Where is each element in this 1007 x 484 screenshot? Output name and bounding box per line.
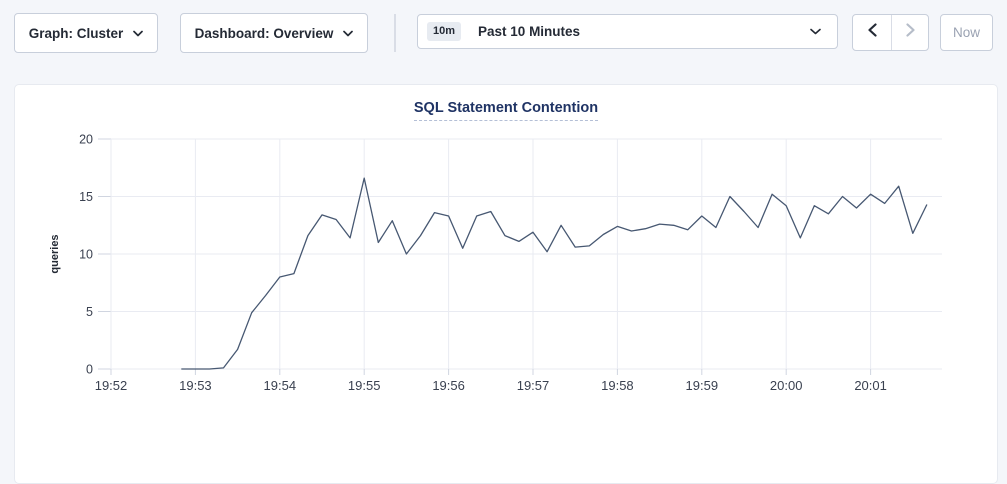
dashboard-dropdown[interactable]: Dashboard: Overview	[180, 13, 368, 53]
chevron-left-icon	[868, 23, 877, 42]
x-tick-label: 19:54	[264, 378, 297, 393]
page: { "toolbar": { "graph_dropdown": { "labe…	[14, 13, 998, 484]
chart-title[interactable]: SQL Statement Contention	[413, 100, 599, 121]
x-tick-label: 20:00	[770, 378, 803, 393]
time-range-selector[interactable]: 10m Past 10 Minutes	[417, 14, 838, 49]
toolbar-divider	[394, 14, 396, 52]
chevron-right-icon	[906, 23, 915, 42]
now-button[interactable]: Now	[940, 14, 993, 51]
y-axis-label: queries	[49, 234, 61, 273]
x-tick-label: 19:59	[686, 378, 719, 393]
y-tick-label: 20	[79, 133, 93, 147]
y-tick-label: 15	[79, 190, 93, 204]
graph-dropdown[interactable]: Graph: Cluster	[14, 13, 158, 53]
chart-title-row: SQL Statement Contention	[15, 99, 997, 121]
time-range-badge: 10m	[427, 22, 462, 41]
contention-line-chart[interactable]: 0 5 10 15 20 19:52 19:53 19:54 19:55 19:56 19:57 19…	[15, 85, 999, 433]
time-range-label: Past 10 Minutes	[478, 24, 581, 39]
graph-dropdown-label: Graph: Cluster	[28, 25, 124, 41]
chevron-down-icon	[343, 30, 354, 37]
x-tick-label: 19:55	[348, 378, 381, 393]
x-tick-label: 20:01	[854, 378, 887, 393]
next-time-button[interactable]	[892, 15, 928, 50]
prev-time-button[interactable]	[853, 15, 893, 50]
x-tick-label: 19:52	[95, 378, 128, 393]
chevron-down-icon	[810, 28, 821, 35]
chart-card: SQL Statement Contention 0 5 10 15 20 19:52 19…	[14, 84, 998, 484]
y-tick-label: 0	[86, 363, 93, 377]
x-tick-label: 19:58	[601, 378, 634, 393]
time-nav-group	[852, 14, 929, 51]
x-tick-label: 19:56	[432, 378, 465, 393]
series-line-queries	[181, 177, 928, 370]
x-tick-label: 19:53	[179, 378, 212, 393]
x-tick-label: 19:57	[517, 378, 550, 393]
now-button-label: Now	[952, 25, 980, 40]
y-tick-label: 10	[79, 248, 93, 262]
chevron-down-icon	[133, 30, 144, 37]
y-tick-label: 5	[86, 305, 93, 319]
dashboard-dropdown-label: Dashboard: Overview	[194, 25, 334, 41]
